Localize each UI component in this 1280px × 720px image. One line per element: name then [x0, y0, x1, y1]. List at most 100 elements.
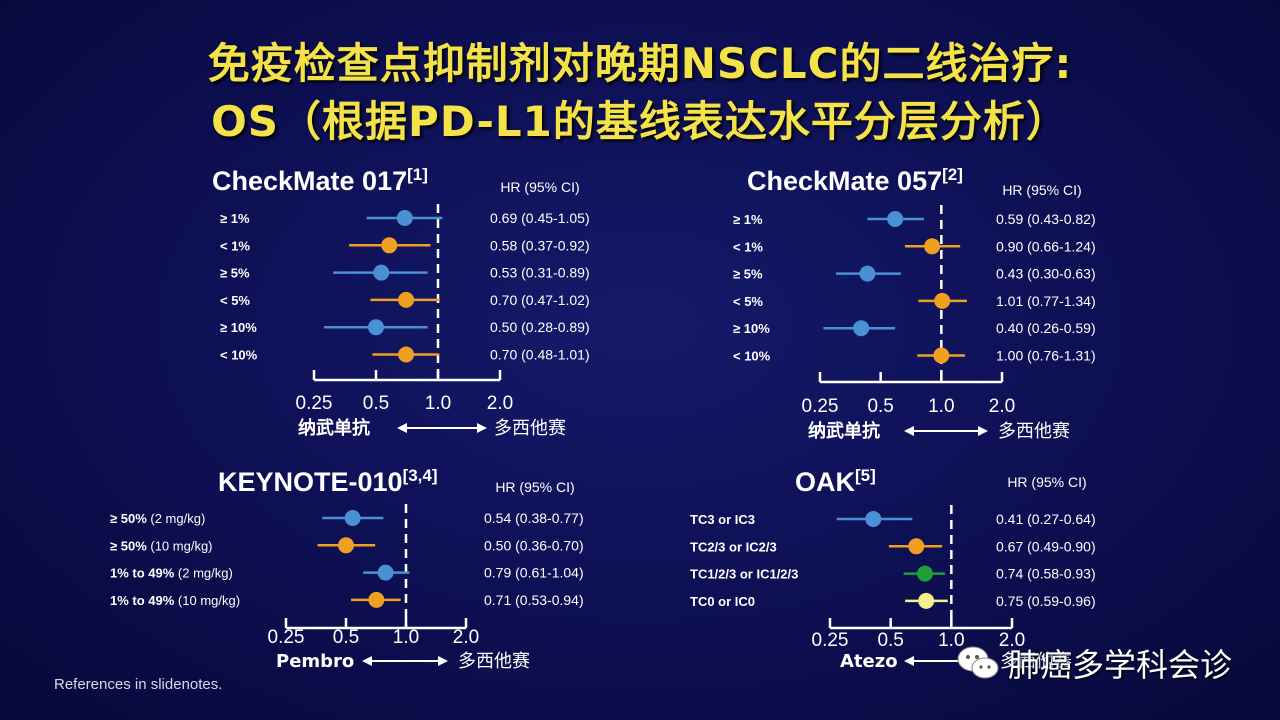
hr-value: 1.01 (0.77-1.34) [996, 293, 1096, 309]
plot-title: CheckMate 057[2] [747, 165, 963, 196]
hr-value: 0.74 (0.58-0.93) [996, 566, 1096, 582]
row-label: < 1% [220, 238, 250, 253]
plot-title: OAK[5] [795, 466, 876, 497]
plot-title: CheckMate 017[1] [212, 165, 428, 196]
x-tick-label: 0.25 [812, 630, 849, 651]
hr-point [373, 264, 390, 281]
hr-point [344, 510, 361, 526]
hr-header: HR (95% CI) [1002, 182, 1081, 198]
row-label: TC3 or IC3 [690, 512, 755, 527]
x-tick-label: 0.5 [867, 396, 893, 417]
hr-value: 1.00 (0.76-1.31) [996, 348, 1096, 364]
x-tick-label: 1.0 [938, 630, 964, 651]
row-label: ≥ 10% [733, 321, 770, 336]
hr-point [338, 537, 354, 554]
row-label: 1% to 49% (10 mg/kg) [110, 593, 240, 608]
row-label: ≥ 10% [220, 320, 257, 335]
row-label: ≥ 5% [733, 267, 763, 282]
row-label: ≥ 1% [733, 212, 763, 227]
hr-header: HR (95% CI) [1007, 474, 1086, 490]
hr-value: 0.58 (0.37-0.92) [490, 237, 590, 253]
row-label: TC2/3 or IC2/3 [690, 539, 777, 554]
favours-right-label: 多西他赛 [1000, 651, 1072, 672]
hr-point [933, 347, 950, 364]
hr-point [934, 292, 951, 309]
references-note: References in slidenotes. [54, 676, 223, 693]
hr-header: HR (95% CI) [495, 479, 574, 495]
hr-point [381, 237, 398, 254]
hr-point [398, 346, 415, 363]
favours-right-label: 多西他赛 [998, 421, 1070, 442]
hr-value: 0.59 (0.43-0.82) [996, 211, 1096, 227]
hr-point [377, 564, 394, 581]
arrow-head-right [477, 423, 487, 433]
hr-point [865, 511, 882, 527]
slide-title-line-2: OS（根据PD-L1的基线表达水平分层分析） [211, 97, 1069, 146]
row-label: < 5% [220, 293, 250, 308]
row-label: TC0 or IC0 [690, 594, 755, 609]
x-tick-label: 2.0 [453, 627, 479, 648]
row-label: < 5% [733, 294, 763, 309]
hr-value: 0.53 (0.31-0.89) [490, 265, 590, 281]
hr-value: 0.69 (0.45-1.05) [490, 210, 590, 226]
hr-point [368, 319, 384, 336]
hr-point [887, 211, 904, 227]
hr-point [368, 591, 385, 608]
hr-value: 0.71 (0.53-0.94) [484, 592, 584, 608]
x-tick-label: 1.0 [928, 396, 954, 417]
favours-right-label: 多西他赛 [494, 418, 566, 439]
wechat-icon [957, 646, 999, 679]
x-tick-label: 0.5 [363, 393, 389, 414]
watermark: 肺癌多学科会诊 [956, 640, 1232, 686]
hr-point [396, 210, 413, 226]
hr-point [398, 291, 415, 308]
hr-value: 0.41 (0.27-0.64) [996, 511, 1096, 527]
x-tick-label: 0.25 [268, 627, 305, 648]
row-label: < 10% [220, 348, 258, 363]
x-tick-label: 0.5 [333, 627, 359, 648]
arrow-head-left [362, 656, 372, 666]
x-tick-label: 1.0 [393, 627, 419, 648]
arrow-head-left [904, 656, 914, 666]
favours-left-label: 纳武单抗 [298, 417, 370, 439]
row-label: < 10% [733, 349, 771, 364]
hr-value: 0.54 (0.38-0.77) [484, 510, 584, 526]
hr-value: 0.70 (0.47-1.02) [490, 292, 590, 308]
x-tick-label: 0.25 [296, 393, 333, 414]
hr-value: 0.70 (0.48-1.01) [490, 347, 590, 363]
hr-value: 0.67 (0.49-0.90) [996, 538, 1096, 554]
hr-point [916, 565, 933, 582]
hr-value: 0.79 (0.61-1.04) [484, 565, 584, 581]
x-tick-label: 2.0 [989, 396, 1015, 417]
x-tick-label: 1.0 [425, 393, 451, 414]
hr-point [924, 238, 941, 255]
hr-value: 0.75 (0.59-0.96) [996, 593, 1096, 609]
favours-left-label: Pembro [276, 651, 354, 672]
x-tick-label: 2.0 [999, 630, 1025, 651]
hr-value: 0.50 (0.36-0.70) [484, 537, 584, 553]
row-label: ≥ 5% [220, 266, 250, 281]
arrow-head-left [904, 426, 914, 436]
hr-value: 0.50 (0.28-0.89) [490, 319, 590, 335]
row-label: < 1% [733, 239, 763, 254]
arrow-head-right [438, 656, 448, 666]
x-tick-label: 0.5 [877, 630, 903, 651]
arrow-head-left [397, 423, 407, 433]
row-label: ≥ 50% (2 mg/kg) [110, 511, 205, 526]
hr-point [859, 265, 876, 282]
hr-point [853, 320, 870, 337]
row-label: ≥ 1% [220, 211, 250, 226]
favours-left-label: Atezo [840, 651, 898, 672]
slide-title-line-1: 免疫检查点抑制剂对晚期NSCLC的二线治疗: [207, 39, 1073, 88]
favours-left-label: 纳武单抗 [808, 420, 880, 442]
row-label: 1% to 49% (2 mg/kg) [110, 566, 233, 581]
watermark-text: 肺癌多学科会诊 [1008, 646, 1233, 684]
favours-right-label: 多西他赛 [458, 651, 530, 672]
hr-value: 0.40 (0.26-0.59) [996, 320, 1096, 336]
row-label: TC1/2/3 or IC1/2/3 [690, 567, 798, 582]
x-tick-label: 2.0 [487, 393, 513, 414]
hr-point [918, 592, 935, 609]
arrow-head-right [978, 426, 988, 436]
